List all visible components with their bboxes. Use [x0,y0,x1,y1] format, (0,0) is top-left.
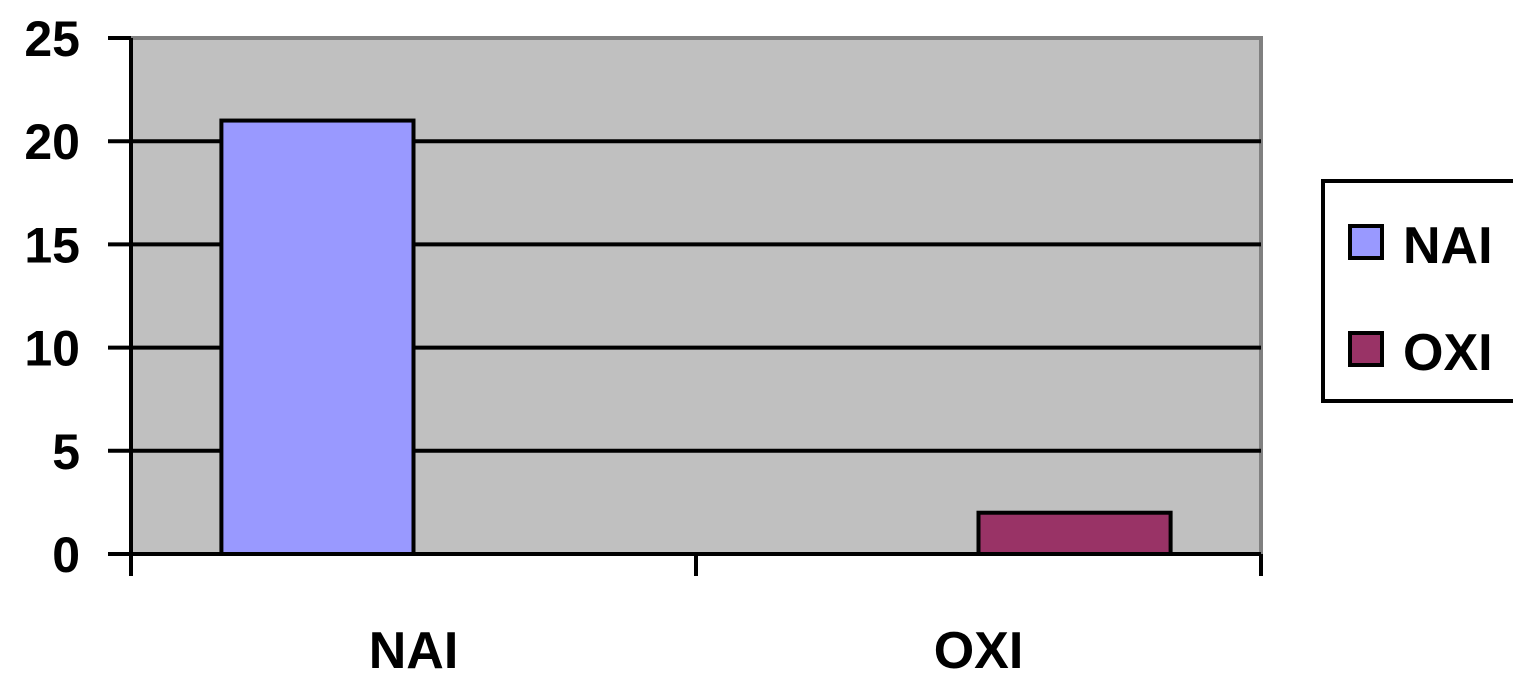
y-tick-label: 0 [52,527,80,583]
y-tick-label: 20 [24,114,80,170]
legend-swatch-oxi [1348,331,1384,367]
bar-oxi [976,510,1173,556]
bar-nai [219,118,416,556]
y-tick-label: 10 [24,321,80,377]
legend: NAI OXI [1321,179,1513,403]
y-tick-label: 5 [52,424,80,480]
axes [108,36,1263,576]
axis-labels: 0 5 10 15 20 25 NAI OXI [24,11,1023,673]
y-tick-label: 15 [24,217,80,273]
x-category-label: NAI [369,622,459,673]
legend-label: NAI [1403,217,1493,275]
y-tick-label: 25 [24,11,80,67]
legend-label: OXI [1403,324,1493,382]
legend-swatch-nai [1348,224,1384,260]
x-category-label: OXI [934,622,1024,673]
